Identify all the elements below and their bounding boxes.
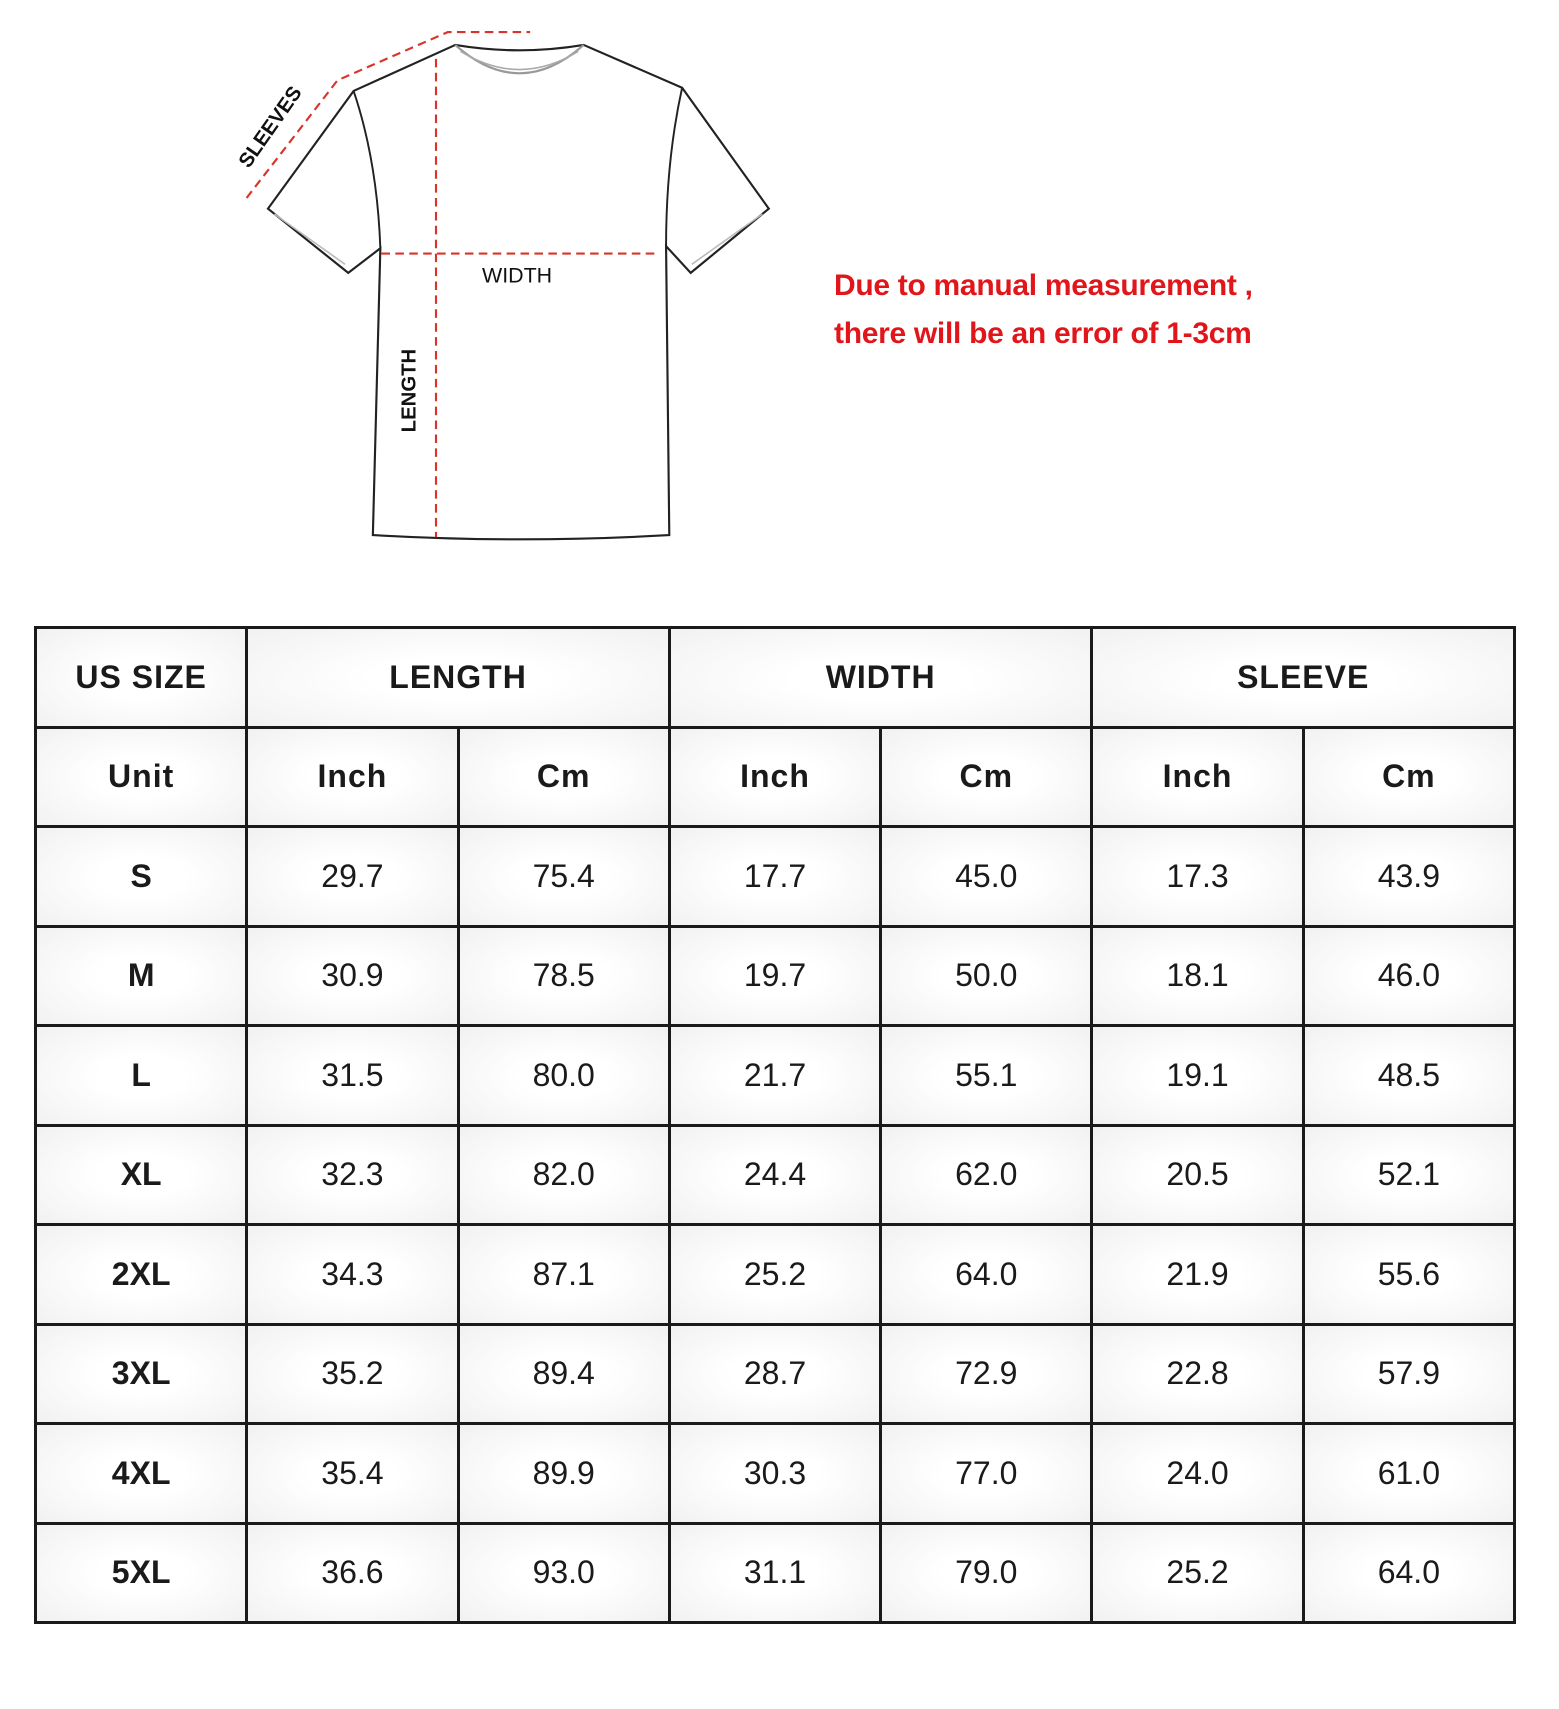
value-cell: 89.4 <box>456 1322 671 1425</box>
value-cell: 62.0 <box>879 1123 1094 1226</box>
size-cell: 4XL <box>33 1422 249 1525</box>
value-cell: 79.0 <box>879 1521 1094 1624</box>
value-cell: 61.0 <box>1301 1422 1517 1525</box>
value-cell: 35.4 <box>245 1422 460 1525</box>
table-row: 5XL 36.6 93.0 31.1 79.0 25.2 64.0 <box>33 1521 1517 1624</box>
value-cell: 24.0 <box>1090 1422 1305 1525</box>
value-cell: 19.7 <box>667 924 883 1027</box>
value-cell: 21.9 <box>1090 1223 1305 1326</box>
unit-cell: Inch <box>245 725 460 828</box>
value-cell: 32.3 <box>245 1123 460 1226</box>
value-cell: 46.0 <box>1301 924 1517 1027</box>
table-row: XL 32.3 82.0 24.4 62.0 20.5 52.1 <box>33 1123 1517 1226</box>
unit-cell: Cm <box>879 725 1094 828</box>
unit-cell: Cm <box>456 725 671 828</box>
value-cell: 52.1 <box>1301 1123 1517 1226</box>
value-cell: 43.9 <box>1301 825 1517 928</box>
value-cell: 21.7 <box>667 1024 883 1127</box>
value-cell: 25.2 <box>667 1223 883 1326</box>
value-cell: 31.1 <box>667 1521 883 1624</box>
value-cell: 55.1 <box>879 1024 1094 1127</box>
value-cell: 25.2 <box>1090 1521 1305 1624</box>
length-label: LENGTH <box>399 349 421 433</box>
unit-label: Unit <box>33 725 249 828</box>
value-cell: 24.4 <box>667 1123 883 1226</box>
header-sleeve: SLEEVE <box>1090 626 1516 729</box>
sleeves-label: SLEEVES <box>235 83 307 172</box>
value-cell: 19.1 <box>1090 1024 1305 1127</box>
note-line-2: there will be an error of 1-3cm <box>834 317 1252 350</box>
value-cell: 45.0 <box>879 825 1094 928</box>
unit-cell: Inch <box>1090 725 1305 828</box>
value-cell: 48.5 <box>1301 1024 1517 1127</box>
size-cell: S <box>33 825 249 928</box>
value-cell: 82.0 <box>456 1123 671 1226</box>
value-cell: 87.1 <box>456 1223 671 1326</box>
size-chart-table: US SIZE LENGTH WIDTH SLEEVE Unit Inch Cm In… <box>33 626 1517 1624</box>
value-cell: 29.7 <box>245 825 460 928</box>
value-cell: 31.5 <box>245 1024 460 1127</box>
value-cell: 20.5 <box>1090 1123 1305 1226</box>
value-cell: 17.3 <box>1090 825 1305 928</box>
header-width: WIDTH <box>667 626 1094 729</box>
value-cell: 75.4 <box>456 825 671 928</box>
value-cell: 77.0 <box>879 1422 1094 1525</box>
table-row: 4XL 35.4 89.9 30.3 77.0 24.0 61.0 <box>33 1422 1517 1525</box>
size-cell: L <box>33 1024 249 1127</box>
value-cell: 80.0 <box>456 1024 671 1127</box>
table-row: 3XL 35.2 89.4 28.7 72.9 22.8 57.9 <box>33 1322 1517 1425</box>
header-us-size: US SIZE <box>33 626 249 729</box>
measure-lines <box>245 31 656 538</box>
table-row: L 31.5 80.0 21.7 55.1 19.1 48.5 <box>33 1024 1517 1127</box>
value-cell: 30.9 <box>245 924 460 1027</box>
value-cell: 34.3 <box>245 1223 460 1326</box>
value-cell: 55.6 <box>1301 1223 1517 1326</box>
value-cell: 30.3 <box>667 1422 883 1525</box>
value-cell: 50.0 <box>879 924 1094 1027</box>
value-cell: 89.9 <box>456 1422 671 1525</box>
header-length: LENGTH <box>245 626 671 729</box>
tshirt-diagram: SLEEVES WIDTH LENGTH <box>235 31 771 541</box>
size-cell: 2XL <box>33 1223 249 1326</box>
value-cell: 17.7 <box>667 825 883 928</box>
value-cell: 64.0 <box>1301 1521 1517 1624</box>
unit-row: Unit Inch Cm Inch Cm Inch Cm <box>33 725 1517 828</box>
table-row: M 30.9 78.5 19.7 50.0 18.1 46.0 <box>33 924 1517 1027</box>
size-cell: XL <box>33 1123 249 1226</box>
measurement-note: Due to manual measurement , there will b… <box>834 262 1253 358</box>
table-row: 2XL 34.3 87.1 25.2 64.0 21.9 55.6 <box>33 1223 1517 1326</box>
value-cell: 57.9 <box>1301 1322 1517 1425</box>
size-cell: 5XL <box>33 1521 249 1624</box>
unit-cell: Cm <box>1301 725 1517 828</box>
value-cell: 36.6 <box>245 1521 460 1624</box>
value-cell: 64.0 <box>879 1223 1094 1326</box>
width-label: WIDTH <box>482 264 552 288</box>
value-cell: 28.7 <box>667 1322 883 1425</box>
size-cell: M <box>33 924 249 1027</box>
size-cell: 3XL <box>33 1322 249 1425</box>
unit-cell: Inch <box>667 725 883 828</box>
value-cell: 93.0 <box>456 1521 671 1624</box>
value-cell: 22.8 <box>1090 1322 1305 1425</box>
table-row: S 29.7 75.4 17.7 45.0 17.3 43.9 <box>33 825 1517 928</box>
tshirt-outline <box>266 43 771 541</box>
header-row: US SIZE LENGTH WIDTH SLEEVE <box>33 626 1516 729</box>
value-cell: 72.9 <box>879 1322 1094 1425</box>
value-cell: 35.2 <box>245 1322 460 1425</box>
value-cell: 78.5 <box>456 924 671 1027</box>
value-cell: 18.1 <box>1090 924 1305 1027</box>
note-line-1: Due to manual measurement , <box>834 269 1253 302</box>
